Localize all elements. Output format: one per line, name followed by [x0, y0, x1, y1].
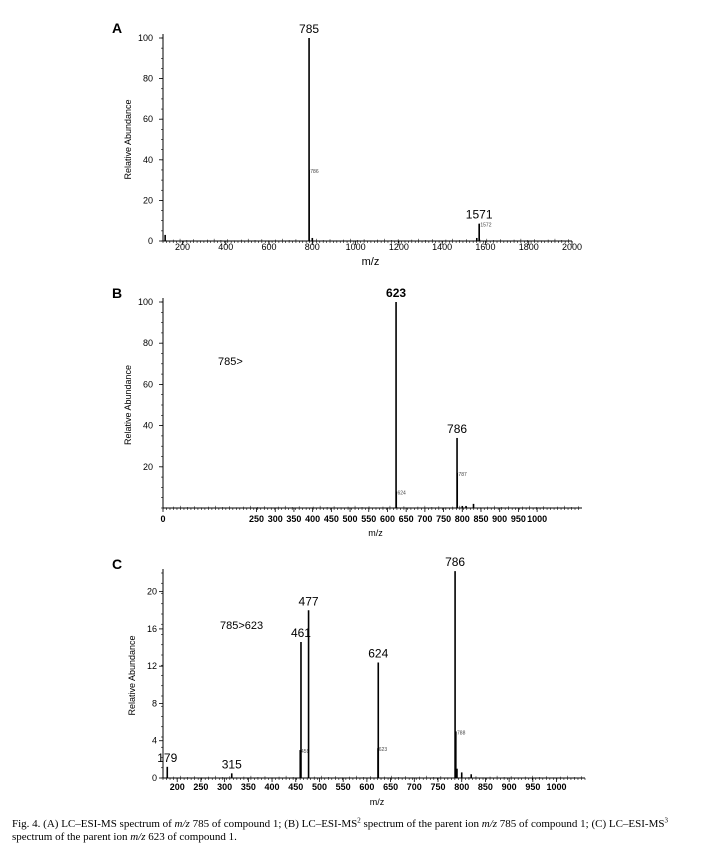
precursor-annotation: 785>623	[220, 620, 263, 632]
peak-label-small: 786	[310, 169, 319, 175]
panel-b: B0 250 300 350 400 450 500 550 600 650 700 750 800 85…	[112, 285, 582, 538]
x-axis-label: m/z	[362, 256, 380, 268]
y-tick-label: 80	[143, 74, 153, 84]
x-tick-label: 400	[305, 514, 320, 524]
y-tick-label: 60	[143, 379, 153, 389]
x-tick-label: 750	[436, 514, 451, 524]
x-tick-label: 900	[492, 514, 507, 524]
x-axis-label: m/z	[368, 528, 383, 538]
x-tick-label: 400	[265, 782, 280, 792]
y-tick-label: 40	[143, 421, 153, 431]
y-tick-label: 20	[147, 587, 157, 597]
x-tick-label: 200	[170, 782, 185, 792]
y-tick-label: 20	[143, 462, 153, 472]
x-tick-label: 250	[249, 514, 264, 524]
x-tick-label: 900	[502, 782, 517, 792]
x-tick-label: 300	[217, 782, 232, 792]
y-axis-label: Relative Abundance	[123, 365, 133, 445]
precursor-annotation: 785>	[218, 356, 243, 368]
x-tick-label: 300	[268, 514, 283, 524]
x-tick-label: 350	[241, 782, 256, 792]
panel-a: A 200 400 600 800 1000 1200 1400 1600 1800 2000 0 20…	[112, 20, 582, 268]
figure-caption: Fig. 4. (A) LC–ESI-MS spectrum of m/z 78…	[12, 816, 668, 843]
peak-label-small: 788	[457, 730, 466, 736]
x-tick-label: 1200	[389, 242, 409, 252]
y-tick-label: 100	[138, 33, 153, 43]
x-tick-label: 450	[288, 782, 303, 792]
peak-label-small: 1572	[480, 223, 491, 229]
peak-label: 179	[157, 751, 177, 765]
y-tick-label: 16	[147, 624, 157, 634]
peak-label: 624	[368, 646, 388, 660]
y-tick-label: 0	[148, 236, 153, 246]
x-tick-label: 500	[343, 514, 358, 524]
y-tick-label: 60	[143, 114, 153, 124]
x-tick-label: 1600	[475, 242, 495, 252]
x-tick-label: 700	[407, 782, 422, 792]
x-tick-label: 250	[193, 782, 208, 792]
peak-label: 477	[299, 594, 319, 608]
x-tick-label: 700	[417, 514, 432, 524]
x-tick-label: 400	[218, 242, 233, 252]
y-axis-label: Relative Abundance	[127, 635, 137, 715]
x-tick-label: 650	[399, 514, 414, 524]
x-tick-label: 450	[324, 514, 339, 524]
x-tick-label: 350	[286, 514, 301, 524]
peak-label: 786	[447, 422, 467, 436]
peak-label: 623	[386, 286, 406, 300]
y-axis-label: Relative Abundance	[123, 99, 133, 179]
x-tick-label: 1400	[432, 242, 452, 252]
peak-label: 1571	[466, 208, 493, 222]
x-tick-label: 950	[525, 782, 540, 792]
y-tick-label: 20	[143, 195, 153, 205]
y-tick-label: 0	[152, 773, 157, 783]
x-axis-label: m/z	[370, 797, 385, 807]
panel-letter: A	[112, 20, 122, 36]
x-tick-label: 750	[430, 782, 445, 792]
x-tick-label: 850	[473, 514, 488, 524]
x-tick-label: 600	[262, 242, 277, 252]
x-tick-label: 800	[455, 514, 470, 524]
panel-letter: C	[112, 556, 122, 572]
x-tick-label: 950	[511, 514, 526, 524]
x-tick-label: 550	[336, 782, 351, 792]
peak-label: 785	[299, 22, 319, 36]
y-tick-label: 8	[152, 698, 157, 708]
peak-label: 786	[445, 555, 465, 569]
x-tick-label: 550	[361, 514, 376, 524]
x-tick-label: 850	[478, 782, 493, 792]
x-tick-label: 0	[160, 514, 165, 524]
x-tick-label: 1000	[547, 782, 567, 792]
peak-label-small: 459	[301, 749, 310, 755]
y-tick-label: 12	[147, 661, 157, 671]
x-tick-label: 800	[454, 782, 469, 792]
peak-label-small: 787	[458, 472, 467, 478]
y-tick-label: 4	[152, 736, 157, 746]
y-tick-label: 80	[143, 338, 153, 348]
y-tick-label: 40	[143, 155, 153, 165]
x-tick-label: 1800	[519, 242, 539, 252]
peak-label: 315	[222, 757, 242, 771]
peak-label-small: 623	[379, 747, 388, 753]
x-tick-label: 600	[380, 514, 395, 524]
x-tick-label: 500	[312, 782, 327, 792]
x-tick-label: 1000	[527, 514, 547, 524]
x-tick-label: 200	[175, 242, 190, 252]
x-tick-label: 600	[359, 782, 374, 792]
peak-label-small: 624	[397, 491, 406, 497]
y-tick-label: 100	[138, 297, 153, 307]
x-tick-label: 800	[305, 242, 320, 252]
x-tick-label: 1000	[346, 242, 366, 252]
x-tick-label: 650	[383, 782, 398, 792]
x-tick-label: 2000	[562, 242, 582, 252]
panel-letter: B	[112, 285, 122, 301]
peak-label: 461	[291, 626, 311, 640]
